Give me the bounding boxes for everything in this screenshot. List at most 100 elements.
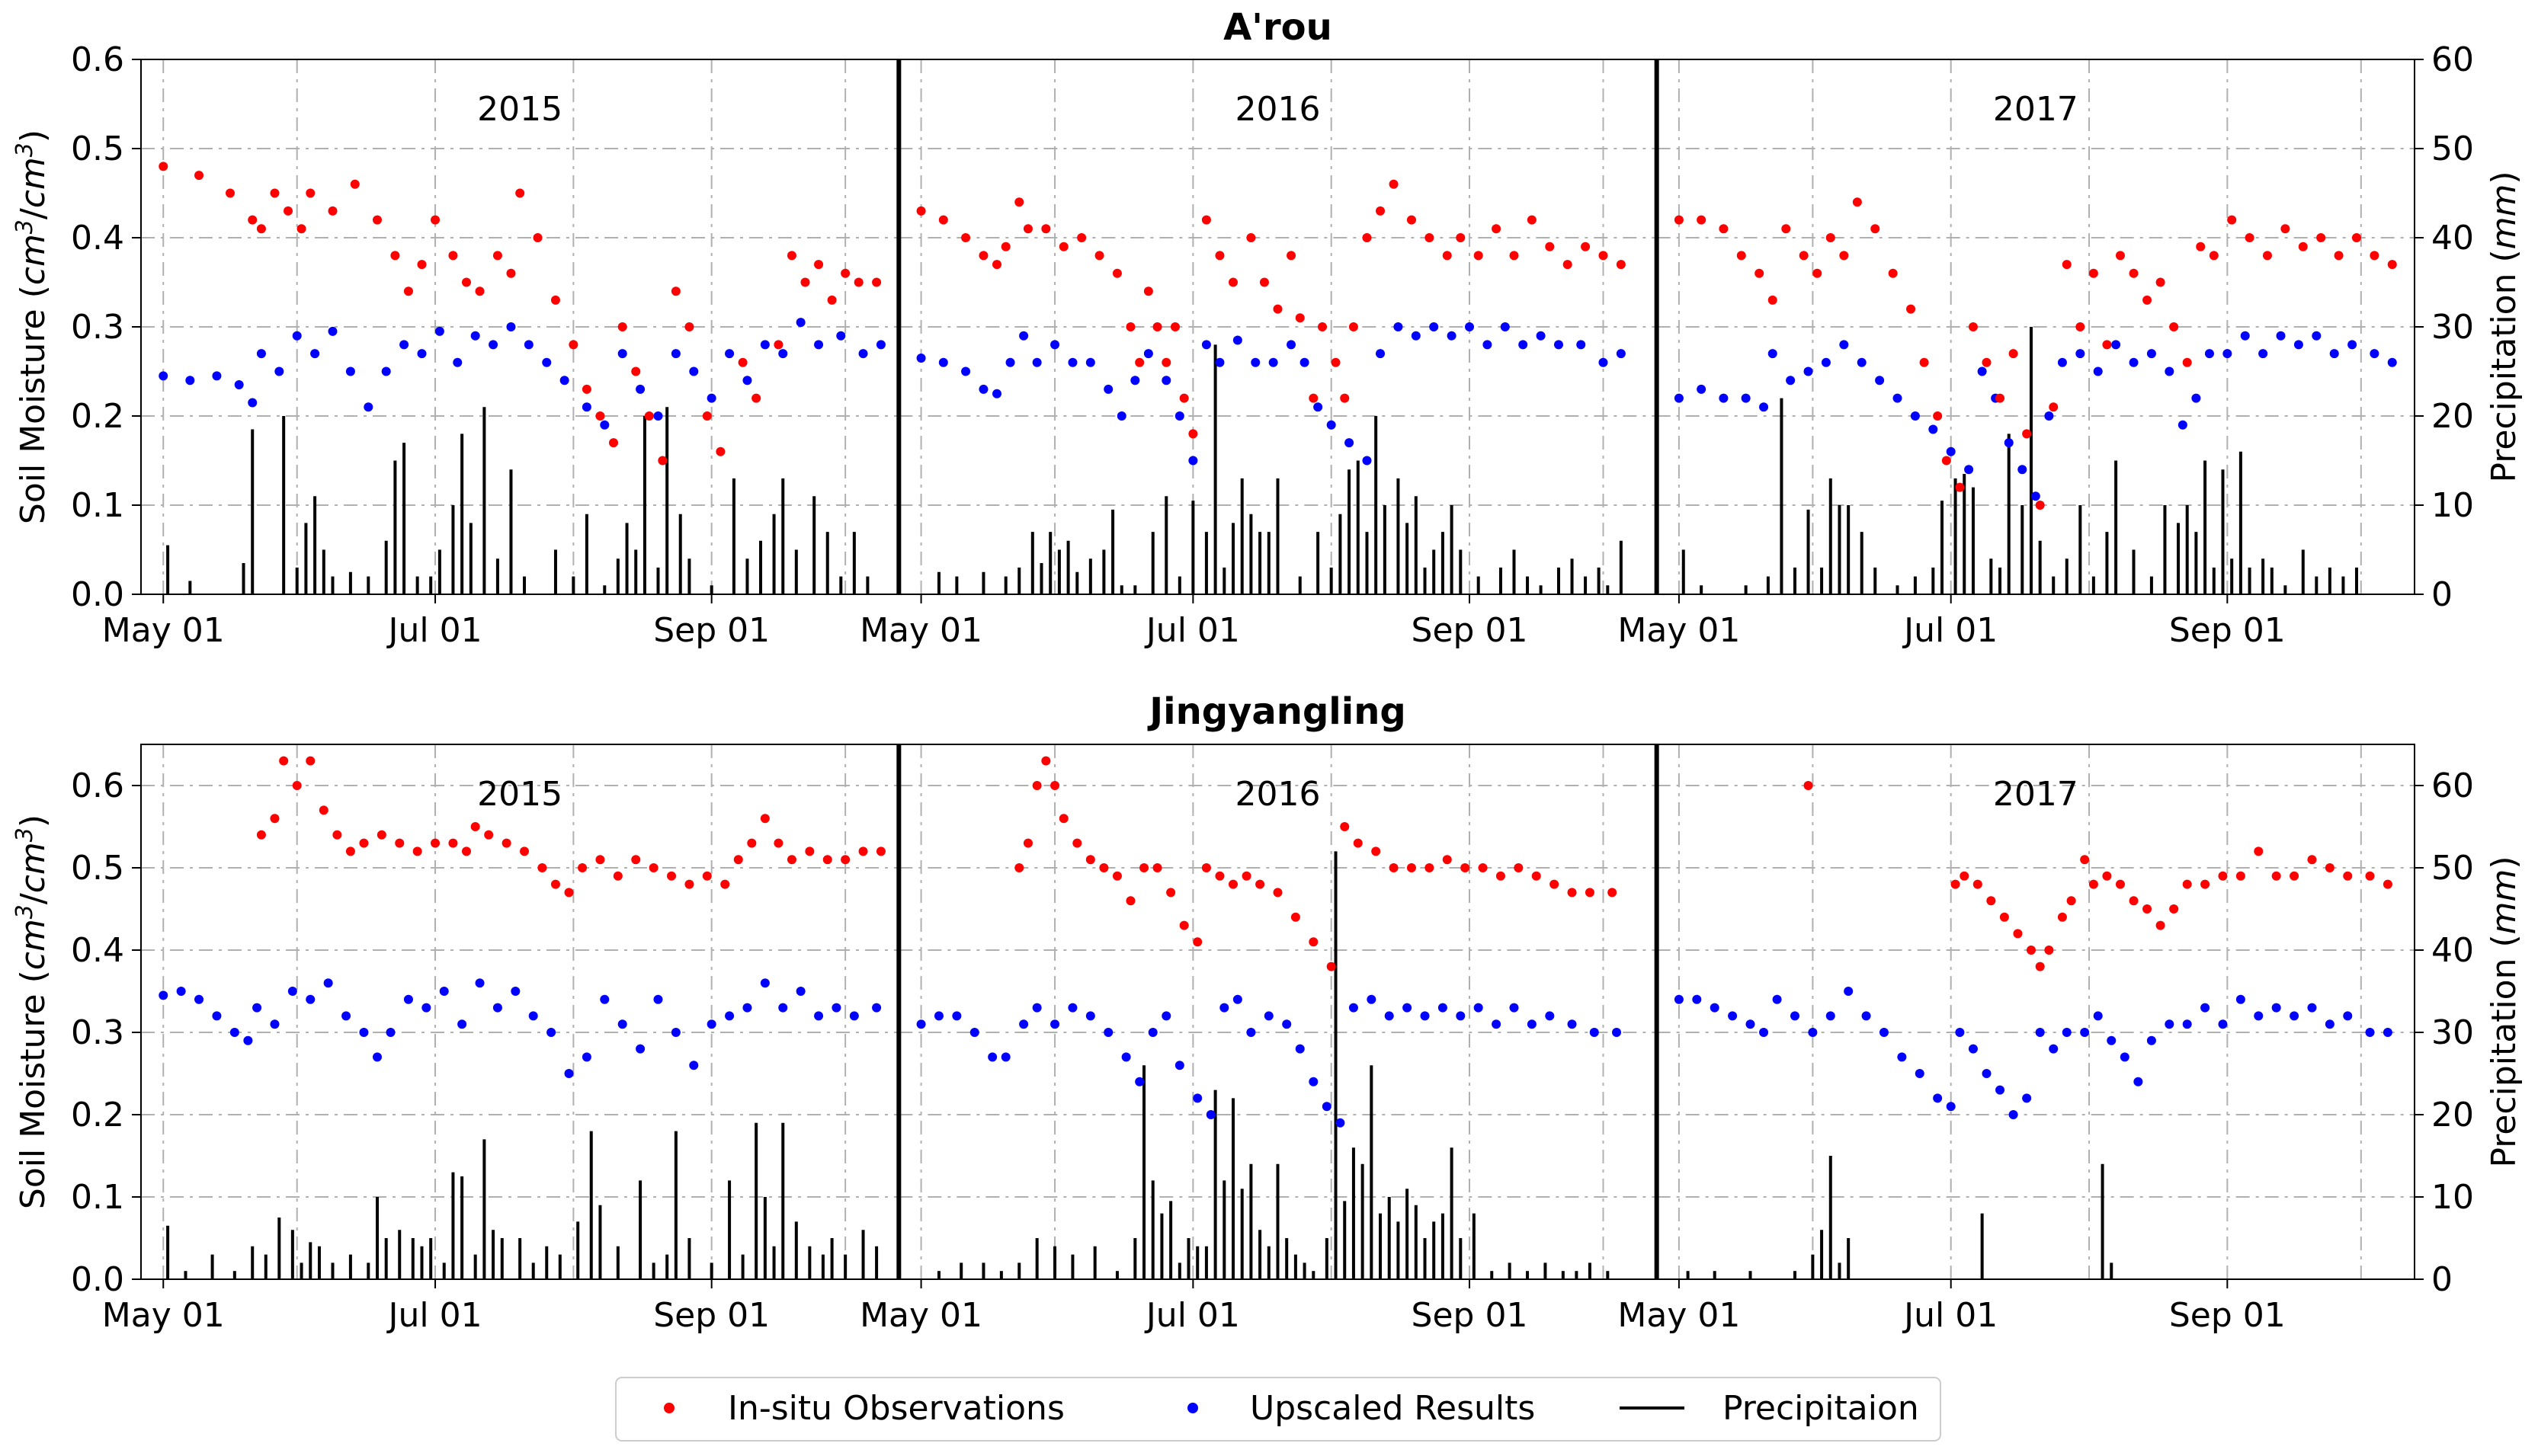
insitu-point bbox=[2102, 340, 2112, 350]
upscaled-point bbox=[582, 402, 591, 412]
insitu-point bbox=[569, 340, 578, 350]
insitu-point bbox=[1616, 260, 1626, 270]
upscaled-point bbox=[1117, 411, 1126, 421]
upscaled-point bbox=[832, 1003, 841, 1013]
insitu-point bbox=[1139, 863, 1149, 872]
upscaled-point bbox=[1287, 340, 1296, 350]
insitu-point bbox=[1072, 838, 1082, 848]
insitu-point bbox=[1014, 863, 1024, 872]
insitu-point bbox=[760, 814, 770, 824]
upscaled-point bbox=[159, 990, 168, 1000]
insitu-point bbox=[359, 838, 369, 848]
upscaled-point bbox=[1232, 994, 1242, 1004]
upscaled-point bbox=[1335, 1118, 1345, 1128]
insitu-point bbox=[814, 260, 824, 270]
insitu-point bbox=[1340, 822, 1350, 831]
insitu-point bbox=[854, 277, 864, 287]
upscaled-point bbox=[564, 1069, 574, 1078]
panel-jingyangling: Jingyangling 2015 May 01 Jul 01 Sep 01 2016 Ma… bbox=[11, 690, 2524, 1335]
insitu-point bbox=[1607, 888, 1617, 898]
upscaled-point bbox=[707, 1019, 716, 1029]
insitu-point bbox=[774, 838, 784, 848]
upscaled-point bbox=[1741, 393, 1751, 403]
insitu-point bbox=[515, 188, 525, 198]
insitu-point bbox=[2080, 855, 2090, 865]
upscaled-point bbox=[1437, 1003, 1447, 1013]
insitu-point bbox=[448, 251, 458, 261]
upscaled-point bbox=[506, 322, 516, 331]
insitu-point bbox=[319, 805, 328, 815]
insitu-point bbox=[417, 260, 427, 270]
upscaled-point bbox=[328, 326, 338, 336]
upscaled-point bbox=[542, 357, 552, 367]
insitu-point bbox=[1531, 871, 1541, 881]
y-tick-label: 0.2 bbox=[71, 397, 124, 436]
y-label-unit: cm bbox=[14, 919, 53, 970]
upscaled-point bbox=[2111, 340, 2121, 350]
upscaled-point bbox=[1982, 1069, 1992, 1078]
legend-upscaled-marker bbox=[1187, 1403, 1198, 1413]
upscaled-point bbox=[916, 353, 926, 363]
insitu-point bbox=[1852, 197, 1862, 207]
upscaled-point bbox=[1697, 384, 1706, 394]
insitu-point bbox=[595, 855, 605, 865]
insitu-point bbox=[1179, 920, 1189, 930]
upscaled-point bbox=[1130, 376, 1140, 386]
upscaled-point bbox=[952, 1011, 962, 1021]
upscaled-point bbox=[439, 987, 449, 996]
insitu-point bbox=[1170, 322, 1180, 331]
insitu-point bbox=[684, 322, 694, 331]
insitu-point bbox=[1719, 224, 1729, 234]
upscaled-point bbox=[1946, 446, 1956, 456]
x-tick-label: Sep 01 bbox=[653, 1296, 770, 1335]
upscaled-point bbox=[212, 1011, 222, 1021]
insitu-point bbox=[716, 446, 726, 456]
upscaled-point bbox=[1282, 1019, 1292, 1029]
insitu-point bbox=[475, 286, 485, 296]
upscaled-point bbox=[671, 349, 681, 359]
insitu-point bbox=[431, 215, 441, 225]
upscaled-point bbox=[292, 331, 302, 341]
x-tick-label: Sep 01 bbox=[1412, 1296, 1528, 1335]
insitu-point bbox=[800, 277, 810, 287]
upscaled-point bbox=[1135, 1077, 1145, 1086]
insitu-point bbox=[390, 251, 400, 261]
upscaled-point bbox=[1085, 357, 1095, 367]
upscaled-point bbox=[528, 1011, 538, 1021]
x-tick-label: May 01 bbox=[102, 1296, 225, 1335]
insitu-point bbox=[159, 162, 168, 171]
upscaled-point bbox=[725, 1011, 735, 1021]
upscaled-point bbox=[778, 349, 788, 359]
insitu-point bbox=[1754, 268, 1764, 278]
upscaled-point bbox=[760, 340, 770, 350]
insitu-point bbox=[1143, 286, 1153, 296]
insitu-point bbox=[1290, 912, 1300, 922]
upscaled-point bbox=[421, 1003, 431, 1013]
upscaled-point bbox=[636, 384, 646, 394]
upscaled-point bbox=[916, 1019, 926, 1029]
insitu-point bbox=[2102, 871, 2112, 881]
insitu-point bbox=[1179, 393, 1189, 403]
upscaled-point bbox=[492, 1003, 502, 1013]
upscaled-point bbox=[689, 366, 699, 376]
year-label: 2017 bbox=[1993, 90, 2078, 129]
insitu-point bbox=[1152, 863, 1162, 872]
y-tick-label: 0.3 bbox=[71, 1013, 124, 1052]
insitu-point bbox=[2044, 946, 2054, 955]
upscaled-point bbox=[671, 1028, 681, 1037]
upscaled-point bbox=[2191, 393, 2201, 403]
insitu-point bbox=[1201, 863, 1211, 872]
upscaled-point bbox=[1875, 376, 1885, 386]
upscaled-point bbox=[600, 420, 610, 430]
upscaled-point bbox=[1545, 1011, 1555, 1021]
insitu-point bbox=[578, 863, 588, 872]
upscaled-point bbox=[403, 994, 413, 1004]
insitu-point bbox=[2290, 871, 2299, 881]
insitu-point bbox=[1825, 233, 1835, 242]
subplot-frame bbox=[140, 744, 900, 1280]
y2-tick-label: 10 bbox=[2431, 486, 2474, 525]
insitu-point bbox=[1331, 357, 1341, 367]
y2-label-unit: mm bbox=[2485, 184, 2524, 250]
insitu-point bbox=[2049, 402, 2059, 412]
